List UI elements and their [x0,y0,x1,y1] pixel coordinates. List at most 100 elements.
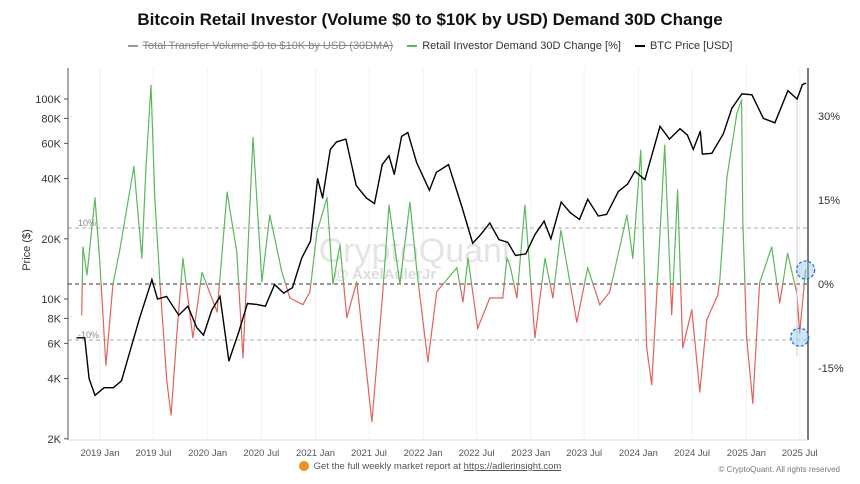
legend-item-btc-price[interactable]: BTC Price [USD] [634,40,732,52]
btc-price-point [196,326,198,329]
demand-point [719,279,721,281]
demand-point [154,197,156,199]
demand-point [646,347,648,349]
y-right-tick-label: -15% [818,363,844,375]
legend-label: Retail Investor Demand 30D Change [%] [422,40,621,52]
btc-price-point [219,295,221,298]
btc-price-point [534,233,536,236]
btc-price-point [634,170,636,172]
demand-point [651,384,653,386]
footer: Get the full weekly market report at htt… [0,461,860,472]
y-left-tick-label: 6K [48,338,62,350]
report-link[interactable]: https://adlerinsight.com [463,461,562,472]
demand-point [216,311,218,313]
demand-point [640,149,642,151]
y-axis-left-title: Price ($) [21,229,33,271]
chart-plot: CryptoQuant @ AxelAdlerJr 10%-10% 2019 J… [21,68,844,459]
highlight-circle [795,260,816,280]
demand-point [524,204,526,206]
btc-price-point [127,358,129,360]
x-tick-label: 2023 Jan [511,448,550,459]
demand-point [339,244,341,246]
y-right-tick-label: 0% [818,279,834,291]
demand-point [746,336,748,338]
legend-item-total-transfer-volume[interactable]: Total Transfer Volume $0 to $10K by USD … [127,40,393,52]
btc-price-point [329,148,331,150]
btc-price-point [751,94,753,96]
btc-price-point [731,107,733,109]
btc-price-point [309,240,312,242]
demand-point [145,165,147,167]
btc-price-point [88,377,90,380]
btc-price-point [381,163,383,166]
y-left-tick-label: 80K [41,113,61,125]
demand-point [489,297,491,299]
x-tick-label: 2025 Jul [782,448,818,459]
btc-price-point [283,292,285,294]
demand-point [416,271,418,273]
demand-point [302,304,304,306]
btc-price-point [264,305,267,307]
legend-item-retail-demand[interactable]: Retail Investor Demand 30D Change [%] [407,40,621,52]
btc-price-point [578,218,581,221]
btc-price-point [120,380,123,382]
demand-point [105,364,107,366]
demand-point [587,267,589,269]
btc-price-point [668,138,670,140]
demand-point [759,282,761,284]
demand-point [316,231,318,233]
demand-point [741,99,743,101]
demand-point [281,271,283,273]
x-tick-label: 2023 Jul [566,448,602,459]
btc-price-point [335,141,338,143]
demand-point [664,144,666,146]
orange-circle-icon [298,461,309,471]
btc-price-point [762,117,765,119]
demand-point [436,291,438,293]
reference-line-label: -10% [78,330,99,340]
demand-point [477,327,479,329]
btc-price-point [722,133,724,135]
x-tick-label: 2024 Jan [619,448,658,459]
btc-price-point [317,177,319,180]
demand-point [779,302,781,304]
demand-point [427,361,429,363]
btc-price-point [365,197,367,199]
btc-price-point [560,201,562,203]
btc-price-point [651,155,653,157]
demand-point [671,314,673,316]
x-tick-label: 2025 Jan [727,448,766,459]
demand-point [544,257,546,259]
demand-point [166,381,168,383]
btc-price-point [514,254,517,257]
demand-point [309,291,311,293]
x-tick-label: 2024 Jul [674,448,710,459]
btc-price-point [525,253,527,255]
demand-point [133,165,135,167]
footer-text: Get the full weekly market report at [313,461,464,472]
demand-point [252,136,254,138]
demand-point [626,214,628,216]
demand-point [201,271,203,273]
demand-point [632,257,634,259]
btc-price-point [741,93,743,95]
btc-price-point [489,222,491,224]
demand-point [176,331,178,333]
btc-price-point [322,197,324,199]
btc-price-point [805,82,807,84]
btc-price-point [301,257,303,259]
demand-point [699,391,701,393]
btc-price-point [255,303,258,305]
demand-point [467,257,469,259]
demand-point [655,311,657,313]
demand-point [509,264,511,266]
copyright: © CryptoQuant. All rights reserved [718,465,841,474]
demand-point [706,319,708,321]
demand-point [399,283,401,285]
btc-price-point [679,128,681,130]
btc-price-point [211,309,213,311]
demand-point [170,414,172,416]
demand-point [94,197,96,199]
demand-point [112,283,114,285]
btc-price-point [447,163,450,166]
